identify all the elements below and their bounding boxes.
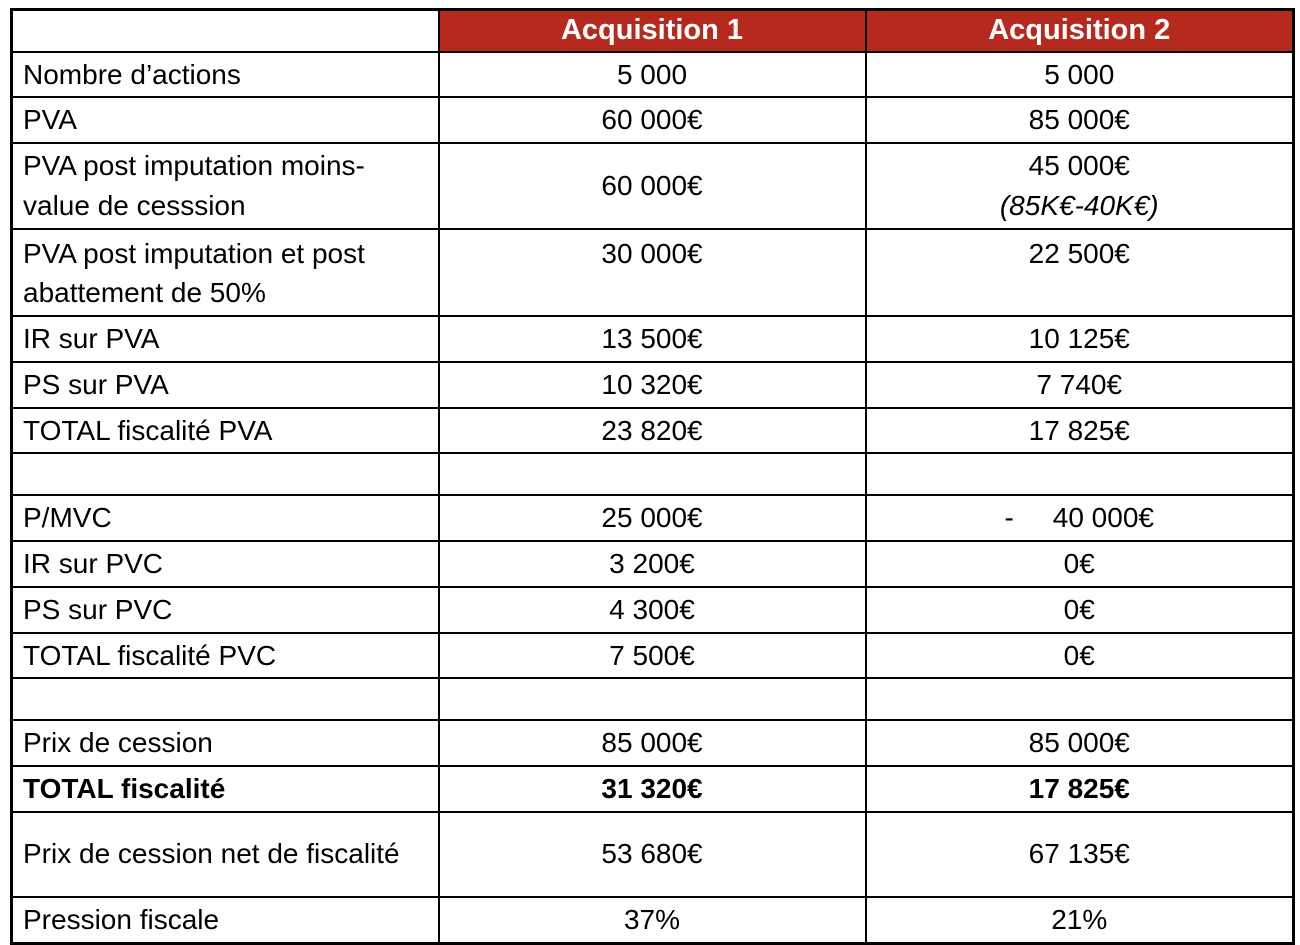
- value-acquisition-1: 30 000€: [437, 227, 867, 317]
- value-acquisition-1: 25 000€: [437, 494, 867, 542]
- value-acquisition-1: 37%: [437, 895, 867, 945]
- table-row: IR sur PVA 13 500€ 10 125€: [10, 315, 1295, 363]
- value-acquisition-1: 53 680€: [437, 810, 867, 898]
- row-label: IR sur PVC: [10, 540, 440, 588]
- value-acquisition-2: 67 135€: [864, 810, 1295, 898]
- value-acquisition-1: 23 820€: [437, 406, 867, 455]
- row-label: PS sur PVC: [10, 585, 440, 634]
- row-label: PS sur PVA: [10, 360, 440, 409]
- value-acquisition-2: 22 500€: [864, 227, 1295, 317]
- table-row: Nombre d’actions 5 000 5 000: [10, 50, 1295, 99]
- value-acquisition-2: 0€: [864, 585, 1295, 634]
- table-row: TOTAL fiscalité PVA 23 820€ 17 825€: [10, 406, 1295, 455]
- row-label: Prix de cession net de fiscalité: [10, 810, 440, 898]
- value-acquisition-1: 3 200€: [437, 540, 867, 588]
- value-acquisition-1: 10 320€: [437, 360, 867, 409]
- row-label: TOTAL fiscalité PVC: [10, 631, 440, 680]
- table-row: IR sur PVC 3 200€ 0€: [10, 540, 1295, 588]
- value-acquisition-2: 17 825€: [864, 765, 1295, 813]
- header-empty-cell: [10, 8, 440, 53]
- value-acquisition-2: 10 125€: [864, 315, 1295, 363]
- header-acquisition-2: Acquisition 2: [864, 8, 1295, 53]
- value-acquisition-2: 85 000€: [864, 719, 1295, 767]
- value-acquisition-2: 17 825€: [864, 406, 1295, 455]
- row-label: Nombre d’actions: [10, 50, 440, 99]
- row-label: PVA post imputation et post abattement d…: [10, 227, 440, 317]
- value-acquisition-2: - 40 000€: [864, 494, 1295, 542]
- value-acquisition-1: 31 320€: [437, 765, 867, 813]
- value-acquisition-2: 21%: [864, 895, 1295, 945]
- value-acquisition-1: 5 000: [437, 50, 867, 99]
- fiscal-comparison-table-container: Acquisition 1 Acquisition 2 Nombre d’act…: [10, 8, 1295, 945]
- value-acquisition-1: 60 000€: [437, 96, 867, 144]
- row-label: PVA post imputation moins-value de cesss…: [10, 142, 440, 230]
- value-acquisition-2: 7 740€: [864, 360, 1295, 409]
- row-label: [10, 452, 440, 497]
- table-row: P/MVC 25 000€ - 40 000€: [10, 494, 1295, 542]
- table-row: TOTAL fiscalité PVC 7 500€ 0€: [10, 631, 1295, 680]
- row-label: TOTAL fiscalité: [10, 765, 440, 813]
- value-acquisition-1: 60 000€: [437, 142, 867, 230]
- spacer-row: [10, 677, 1295, 722]
- value-acquisition-2: 0€: [864, 631, 1295, 680]
- value-acquisition-2: [864, 677, 1295, 722]
- row-label: P/MVC: [10, 494, 440, 542]
- fiscal-comparison-table: Acquisition 1 Acquisition 2 Nombre d’act…: [10, 8, 1295, 945]
- row-label: TOTAL fiscalité PVA: [10, 406, 440, 455]
- spacer-row: [10, 452, 1295, 497]
- row-label: [10, 677, 440, 722]
- table-row: PVA 60 000€ 85 000€: [10, 96, 1295, 144]
- table-row: PVA post imputation et post abattement d…: [10, 227, 1295, 317]
- row-label: Prix de cession: [10, 719, 440, 767]
- table-row: PVA post imputation moins-value de cesss…: [10, 142, 1295, 230]
- row-label: IR sur PVA: [10, 315, 440, 363]
- value-acquisition-2: 45 000€ (85K€-40K€): [864, 142, 1295, 230]
- value-acquisition-2: 0€: [864, 540, 1295, 588]
- table-row: TOTAL fiscalité 31 320€ 17 825€: [10, 765, 1295, 813]
- table-row: Pression fiscale 37% 21%: [10, 895, 1295, 945]
- value-acquisition-1: [437, 452, 867, 497]
- value-acquisition-1: 4 300€: [437, 585, 867, 634]
- value-acquisition-2: 85 000€: [864, 96, 1295, 144]
- value-acquisition-1: 7 500€: [437, 631, 867, 680]
- table-row: PS sur PVA 10 320€ 7 740€: [10, 360, 1295, 409]
- value-acquisition-1: 13 500€: [437, 315, 867, 363]
- table-row: Prix de cession net de fiscalité 53 680€ 6…: [10, 810, 1295, 898]
- value-acquisition-1: [437, 677, 867, 722]
- table-body: Nombre d’actions 5 000 5 000 PVA 60 000€ 85 0…: [10, 50, 1295, 945]
- row-label: PVA: [10, 96, 440, 144]
- table-row: PS sur PVC 4 300€ 0€: [10, 585, 1295, 634]
- value-acquisition-2: [864, 452, 1295, 497]
- row-label: Pression fiscale: [10, 895, 440, 945]
- header-row: Acquisition 1 Acquisition 2: [10, 8, 1295, 53]
- value-acquisition-1: 85 000€: [437, 719, 867, 767]
- header-acquisition-1: Acquisition 1: [437, 8, 867, 53]
- value-acquisition-2: 5 000: [864, 50, 1295, 99]
- table-row: Prix de cession 85 000€ 85 000€: [10, 719, 1295, 767]
